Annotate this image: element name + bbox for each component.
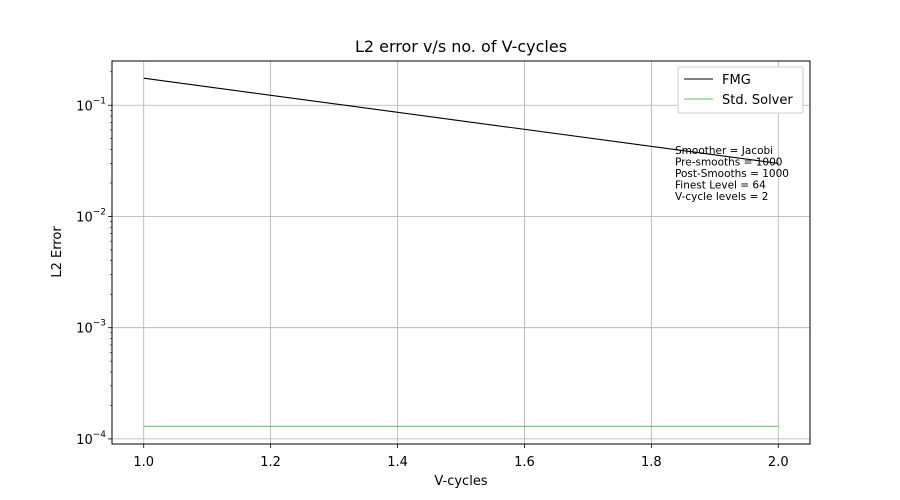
y-tick-label: 10−1: [76, 96, 106, 114]
x-tick-label: 2.0: [768, 455, 789, 470]
chart-title: L2 error v/s no. of V-cycles: [355, 37, 567, 56]
y-tick-exponent: −1: [93, 96, 106, 106]
y-tick-label: 10−3: [76, 319, 106, 337]
y-tick-label: 10−4: [76, 430, 106, 448]
y-tick-exponent: −4: [93, 430, 107, 440]
x-tick-label: 1.2: [260, 455, 281, 470]
y-axis-label: L2 Error: [50, 226, 65, 278]
x-tick-label: 1.6: [514, 455, 535, 470]
y-axis-ticks: 10−410−310−210−1: [76, 71, 112, 448]
series-lines: [143, 77, 779, 427]
y-tick-exponent: −2: [93, 207, 106, 217]
legend-entry: FMG: [722, 73, 751, 88]
x-tick-label: 1.4: [387, 455, 408, 470]
x-axis-label: V-cycles: [434, 474, 487, 489]
y-tick-label: 10−2: [76, 207, 106, 225]
annotation-line: Finest Level = 64: [675, 180, 766, 192]
legend-entry: Std. Solver: [722, 93, 793, 108]
annotation-line: Pre-smooths = 1000: [675, 157, 782, 169]
annotation-line: Smoother = Jacobi: [675, 145, 773, 157]
y-tick-base: 10: [76, 99, 93, 114]
legend: FMG Std. Solver: [677, 66, 804, 114]
annotation-line: Post-Smooths = 1000: [675, 168, 789, 180]
x-axis-ticks: 1.0 1.2 1.4 1.6 1.8 2.0: [133, 444, 789, 470]
annotation-line: V-cycle levels = 2: [675, 191, 768, 203]
y-tick-base: 10: [76, 322, 93, 337]
x-tick-label: 1.8: [641, 455, 662, 470]
plot-frame: [111, 60, 811, 445]
series-line: [143, 77, 779, 164]
y-tick-exponent: −3: [93, 319, 106, 329]
grid: [112, 61, 810, 444]
x-tick-label: 1.0: [133, 455, 154, 470]
y-tick-base: 10: [76, 210, 93, 225]
y-tick-base: 10: [76, 433, 93, 448]
